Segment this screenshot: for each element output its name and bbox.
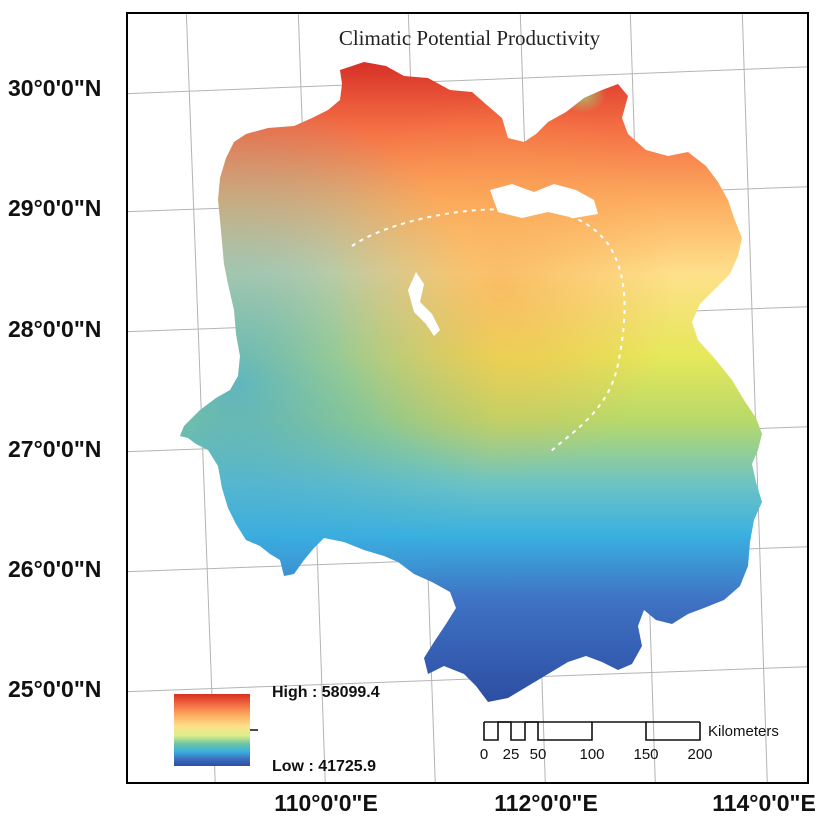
graticule-line-30n	[128, 66, 807, 95]
graticule-line-109e	[185, 14, 216, 782]
scale-unit-label: Kilometers	[708, 723, 779, 740]
river-gap	[408, 272, 440, 336]
legend	[174, 694, 258, 766]
longitude-label: 110°0'0"E	[274, 790, 378, 816]
latitude-label: 29°0'0"N	[8, 195, 102, 221]
latitude-label: 26°0'0"N	[8, 556, 102, 582]
latitude-label: 28°0'0"N	[8, 316, 102, 342]
study-region	[180, 62, 762, 702]
northeast-lake-area	[508, 84, 628, 174]
scale-tick-label: 50	[529, 746, 547, 763]
legend-high-label: High : 58099.4	[272, 684, 380, 701]
latitude-label: 27°0'0"N	[8, 436, 102, 462]
scale-tick-label: 200	[687, 746, 713, 763]
graticule-line-114e	[741, 14, 768, 782]
latitude-label: 30°0'0"N	[8, 75, 102, 101]
scale-tick-label: 25	[502, 746, 520, 763]
legend-color-ramp	[174, 694, 250, 766]
central-warm-zone	[180, 62, 762, 702]
dashed-boundary	[351, 207, 626, 455]
map-canvas: Climatic Potential Productivity	[128, 14, 807, 782]
scale-tick-label: 100	[579, 746, 605, 763]
longitude-label: 114°0'0"E	[712, 790, 816, 816]
scale-bar-line	[483, 721, 701, 741]
legend-low-label: Low : 41725.9	[272, 758, 377, 775]
longitude-label: 112°0'0"E	[494, 790, 598, 816]
map-frame: Climatic Potential Productivity High : 5…	[126, 12, 809, 784]
scale-bar	[483, 721, 701, 741]
map-title: Climatic Potential Productivity	[338, 26, 601, 50]
latitude-label: 25°0'0"N	[8, 676, 102, 702]
scale-tick-label: 150	[633, 746, 659, 763]
scale-tick-label: 0	[479, 746, 489, 763]
